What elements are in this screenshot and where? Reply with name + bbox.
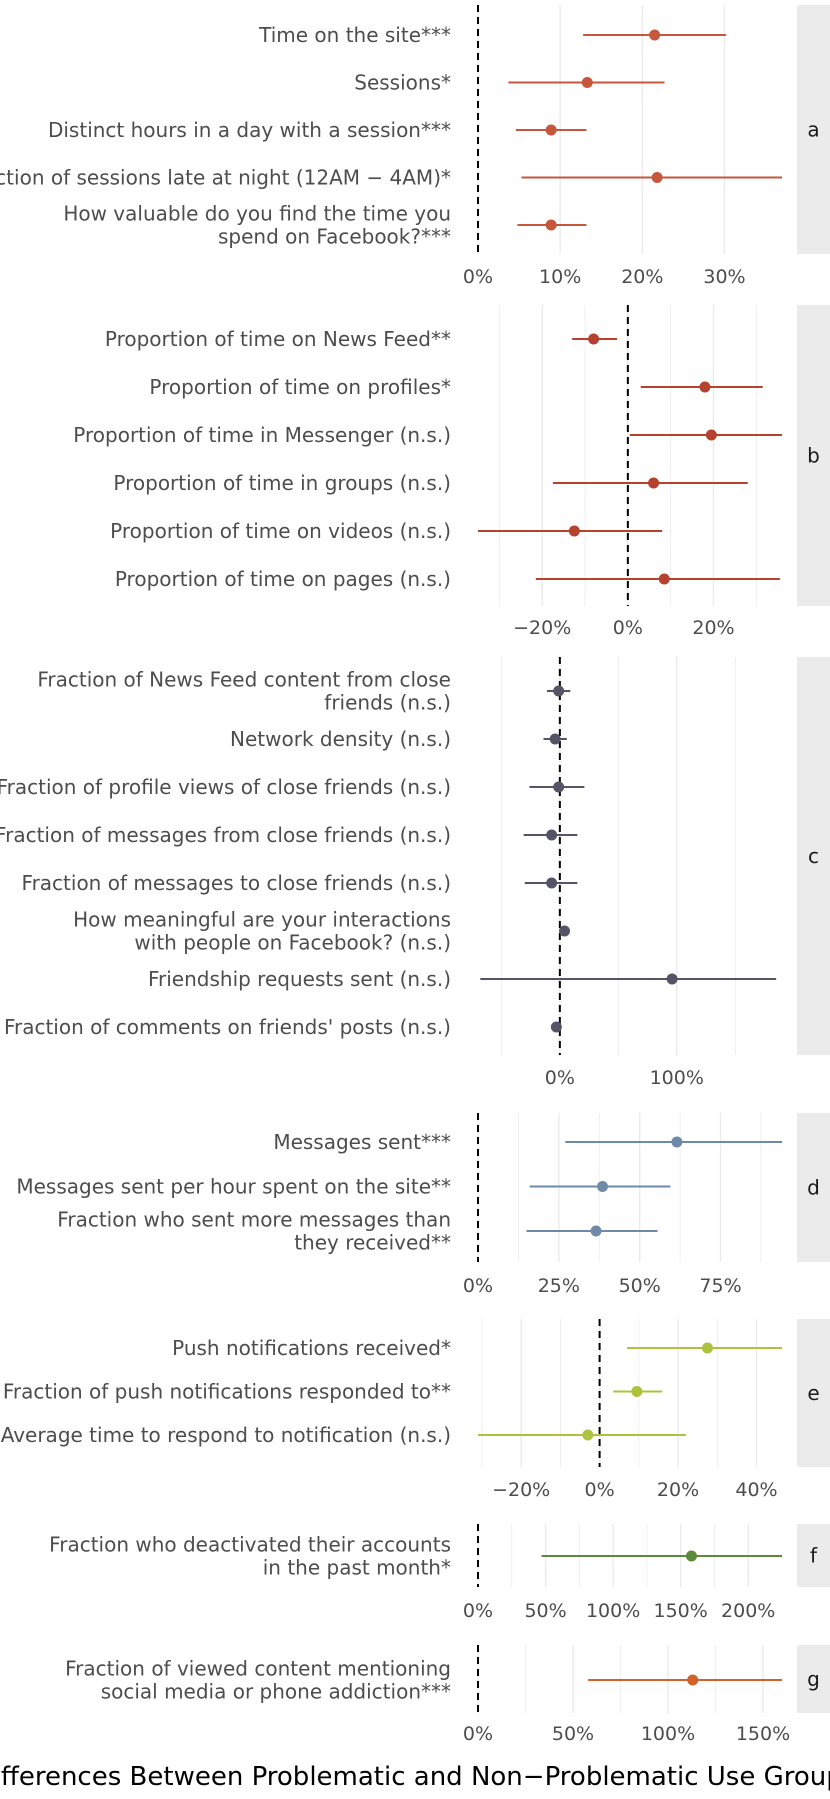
row-label: Fraction of messages from close friends … [0,823,451,847]
row-label: Messages sent per hour spent on the site… [16,1175,451,1199]
point-estimate [648,477,660,489]
row-label: Time on the site*** [258,23,451,47]
chart-title: Differences Between Problematic and Non−… [0,1762,830,1792]
x-tick-label: −20% [513,617,571,639]
x-tick-label: 0% [463,1723,493,1745]
point-estimate [568,525,580,537]
row-label: Fraction of sessions late at night (12AM… [0,166,451,190]
row-label: Fraction of News Feed content from close… [37,668,451,715]
point-estimate [597,1181,609,1192]
point-estimate [588,333,600,345]
x-tick-label: 100% [650,1067,704,1089]
x-tick-label: 100% [641,1723,695,1745]
point-estimate [705,429,717,441]
facet-strip [797,305,830,606]
x-tick-label: 20% [621,266,663,288]
row-label: Network density (n.s.) [230,727,451,751]
x-tick-label: 0% [463,1600,493,1622]
x-tick-label: 150% [654,1600,708,1622]
x-tick-label: −20% [492,1479,550,1501]
x-tick-label: 75% [699,1275,741,1297]
point-estimate [546,877,558,889]
point-estimate [651,172,663,183]
facet-strip-label: g [807,1667,820,1691]
x-tick-label: 0% [545,1067,575,1089]
row-label: Messages sent*** [273,1130,451,1154]
facet-strip [797,5,830,254]
facet-strip-label: b [807,444,820,468]
row-label: How valuable do you find the time you spe… [63,202,451,249]
x-tick-label: 20% [692,617,734,639]
row-label: Push notifications received* [172,1336,451,1360]
x-tick-label: 0% [585,1479,615,1501]
x-tick-label: 10% [539,266,581,288]
point-estimate [545,124,557,136]
x-tick-label: 30% [703,266,745,288]
point-estimate [553,685,565,697]
point-estimate [550,1021,562,1033]
row-label: Fraction of messages to close friends (n… [22,871,451,895]
facet-strip-label: d [807,1176,820,1200]
point-estimate [581,77,593,88]
x-tick-label: 50% [552,1723,594,1745]
row-label: Average time to respond to notification … [1,1423,451,1447]
facet-strip [797,657,830,1055]
point-estimate [582,1429,594,1441]
point-estimate [590,1225,602,1237]
point-estimate [546,829,558,841]
x-tick-label: 0% [613,617,643,639]
x-tick-label: 20% [657,1479,699,1501]
row-label: Fraction who sent more messages than they… [57,1208,451,1255]
point-estimate [553,781,565,793]
row-label: Sessions* [354,71,451,95]
x-tick-label: 200% [721,1600,775,1622]
x-tick-label: 25% [538,1275,580,1297]
point-estimate [631,1386,643,1397]
facet-strip [797,1319,830,1467]
facet-strip [797,1524,830,1587]
x-tick-label: 100% [586,1600,640,1622]
row-label: Proportion of time in groups (n.s.) [113,471,451,495]
point-estimate [649,29,661,41]
x-tick-label: 40% [735,1479,777,1501]
row-label: Fraction of profile views of close frien… [0,775,451,799]
row-label: Proportion of time on videos (n.s.) [110,519,451,543]
x-tick-label: 0% [463,266,493,288]
row-label: Friendship requests sent (n.s.) [148,967,451,991]
row-label: Proportion of time on profiles* [149,375,451,399]
point-estimate [658,573,670,585]
point-estimate [666,973,678,985]
row-label: Proportion of time on pages (n.s.) [115,567,451,591]
facet-strip [797,1645,830,1713]
x-tick-label: 50% [619,1275,661,1297]
row-label: Fraction of push notifications responded… [3,1380,451,1404]
point-estimate [685,1550,697,1562]
row-label: Proportion of time in Messenger (n.s.) [73,423,451,447]
row-label: Fraction who deactivated their accounts i… [49,1533,451,1580]
x-tick-label: 0% [463,1275,493,1297]
facet-strip-label: f [810,1544,818,1568]
point-estimate [687,1674,699,1686]
point-estimate [545,219,557,231]
facet-strip-label: a [807,118,819,142]
point-estimate [549,733,561,745]
facet-strip [797,1113,830,1262]
row-label: Distinct hours in a day with a session**… [48,118,451,142]
row-label: How meaningful are your interactions with… [73,908,451,955]
x-tick-label: 50% [524,1600,566,1622]
x-tick-label: 150% [736,1723,790,1745]
point-estimate [701,1342,713,1354]
point-estimate [559,925,571,937]
point-estimate [671,1136,683,1148]
row-label: Fraction of viewed content mentioning soc… [65,1657,451,1704]
row-label: Proportion of time on News Feed** [105,327,451,351]
facet-strip-label: e [807,1381,819,1405]
facet-strip-label: c [808,844,819,868]
point-estimate [699,381,711,393]
row-label: Fraction of comments on friends' posts (… [4,1015,451,1039]
